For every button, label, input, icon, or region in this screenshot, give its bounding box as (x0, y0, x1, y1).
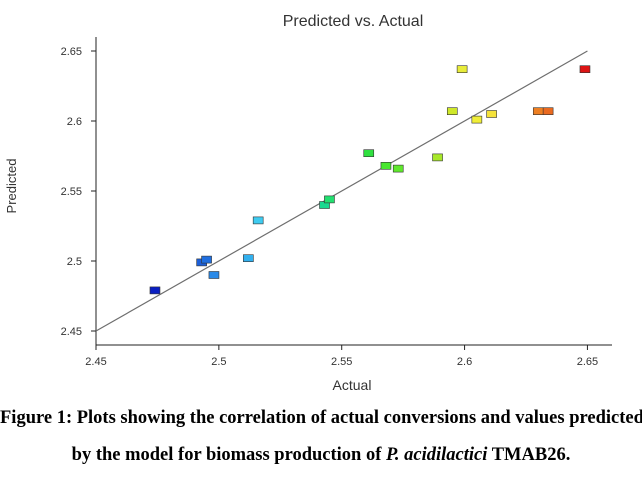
y-tick-label: 2.45 (61, 326, 82, 338)
data-point (486, 110, 497, 118)
caption-prefix: by the model for biomass production of (71, 445, 387, 465)
y-tick-label: 2.55 (61, 186, 82, 198)
y-tick-label: 2.6 (67, 116, 82, 128)
x-tick-label: 2.45 (85, 356, 106, 368)
plot-axes (95, 37, 612, 346)
data-point (252, 216, 264, 225)
data-point (243, 254, 254, 262)
x-tick-label: 2.65 (577, 356, 598, 368)
reference-line-layer (95, 50, 588, 332)
tick-marks: 2.45 2.5 2.55 2.6 2.65 2.45 2.5 2.55 2.6 2.65 (61, 46, 599, 368)
x-tick-label: 2.5 (211, 356, 226, 368)
x-tick-label: 2.6 (457, 356, 472, 368)
caption-suffix: TMAB26. (487, 445, 571, 465)
caption-species: P. acidilactici (386, 445, 488, 465)
data-point (471, 115, 483, 124)
y-tick-label: 2.65 (61, 46, 82, 58)
data-point (149, 286, 161, 295)
x-axis-label: Actual (333, 377, 372, 393)
data-point (532, 107, 544, 115)
reference-line (95, 50, 588, 332)
scatter-chart: Predicted vs. Actual 2.45 2.5 2.55 2.6 2.652… (4, 13, 612, 393)
data-point (392, 164, 404, 173)
data-point (456, 65, 468, 73)
data-point (542, 107, 554, 115)
data-points (149, 65, 591, 295)
data-point (446, 107, 458, 115)
data-point (380, 162, 392, 170)
figure-caption-line-2: by the model for biomass production of P… (0, 445, 642, 466)
figure-caption-line-1: Figure 1: Plots showing the correlation … (0, 408, 642, 428)
x-tick-label: 2.55 (331, 356, 352, 368)
chart-title: Predicted vs. Actual (283, 13, 424, 30)
data-point (432, 153, 443, 162)
y-axis-label: Predicted (4, 159, 19, 214)
y-tick-label: 2.5 (67, 256, 82, 268)
data-point (324, 195, 335, 204)
data-point (208, 271, 220, 279)
data-point (579, 65, 591, 73)
data-point (201, 255, 212, 264)
data-point (363, 149, 375, 157)
